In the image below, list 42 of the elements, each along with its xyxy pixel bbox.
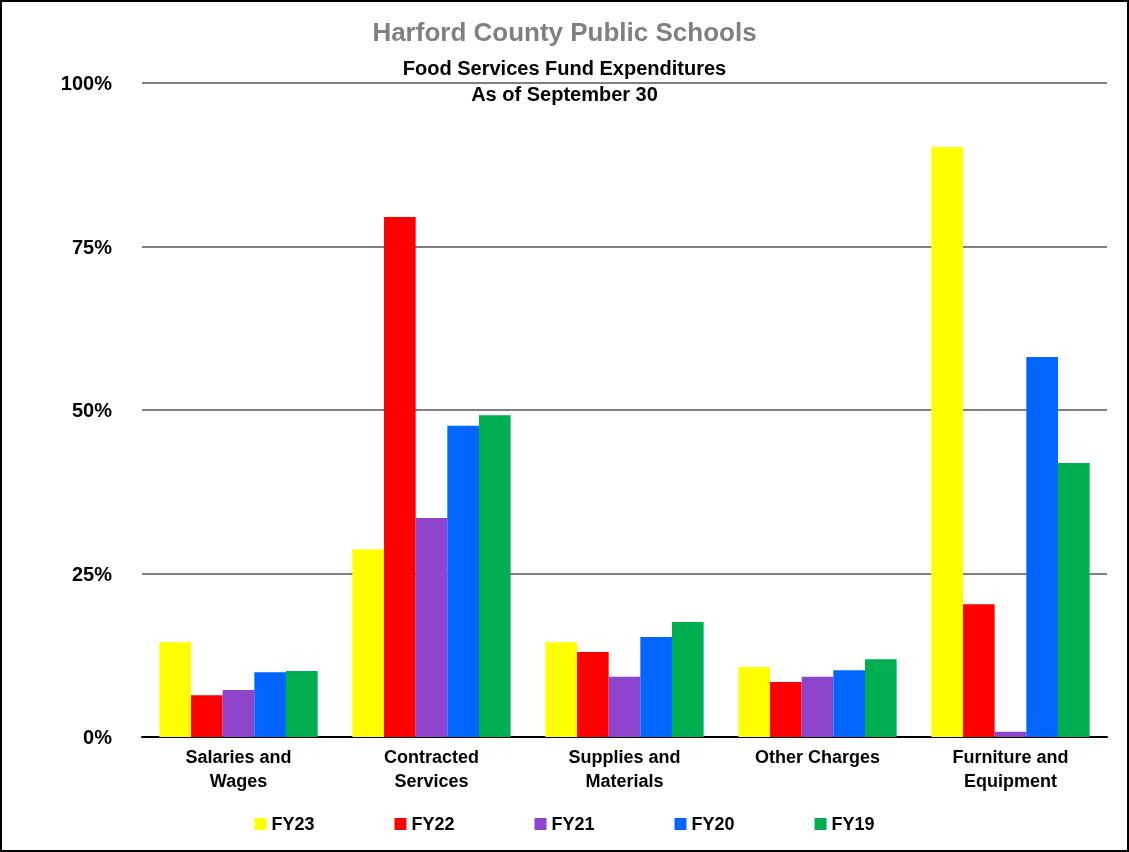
x-tick-label: Other Charges [754, 747, 881, 767]
legend-label: FY19 [831, 814, 875, 834]
bar [1057, 462, 1090, 737]
bar [447, 425, 479, 737]
bar [963, 604, 995, 737]
bar [770, 682, 802, 737]
y-tick-label: 75% [71, 235, 113, 258]
bar [931, 147, 964, 737]
bar [671, 621, 704, 737]
chart-subtitle: Food Services Fund Expenditures As of September 30 [402, 57, 727, 105]
y-tick-label: 0% [83, 726, 113, 748]
bar [833, 670, 865, 737]
x-tick-label: Salaries and Wages [185, 747, 292, 791]
bar [994, 731, 1027, 737]
bar [864, 659, 897, 737]
bar [415, 517, 448, 737]
bar [640, 636, 672, 737]
bar [159, 642, 192, 737]
bar [384, 217, 416, 737]
legend-label: FY22 [411, 814, 455, 834]
bar [577, 651, 609, 737]
bar [352, 549, 385, 737]
bar [285, 670, 318, 737]
y-tick-label: 25% [71, 562, 113, 585]
x-tick-label: Contracted Services [383, 747, 480, 791]
y-tick-label: 100% [60, 72, 113, 94]
bar [545, 642, 578, 737]
bar [738, 667, 771, 737]
bar [801, 676, 834, 737]
bar [1026, 357, 1058, 737]
bar [608, 676, 641, 737]
x-tick-label: Furniture and Equipment [952, 747, 1069, 791]
x-tick-label: Supplies and Materials [568, 747, 681, 791]
legend-label: FY23 [271, 814, 315, 834]
bar [191, 695, 223, 737]
bar [478, 415, 511, 737]
chart-title: Harford County Public Schools [372, 17, 757, 47]
bar [222, 689, 255, 737]
bar [254, 672, 286, 737]
legend-label: FY21 [551, 814, 595, 834]
legend-label: FY20 [691, 814, 735, 834]
y-tick-label: 50% [71, 399, 113, 421]
